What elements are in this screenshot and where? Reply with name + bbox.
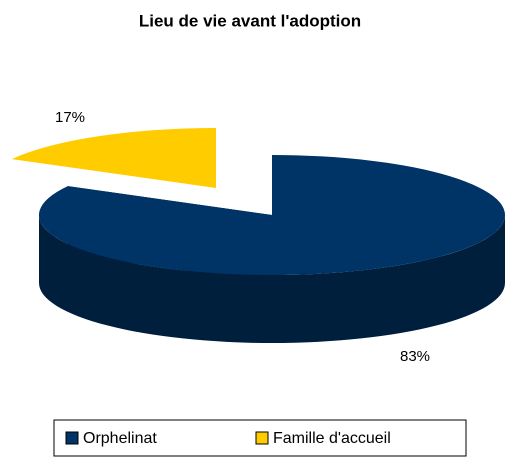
chart-title: Lieu de vie avant l'adoption (139, 11, 361, 30)
legend-label: Famille d'accueil (273, 430, 391, 447)
legend-label: Orphelinat (83, 430, 157, 447)
slice-side (39, 215, 505, 343)
data-label: 17% (55, 109, 85, 126)
slice (11, 127, 216, 188)
legend-swatch (65, 431, 79, 445)
legend-swatch (255, 431, 269, 445)
slice (38, 155, 505, 276)
data-label: 83% (400, 348, 430, 365)
